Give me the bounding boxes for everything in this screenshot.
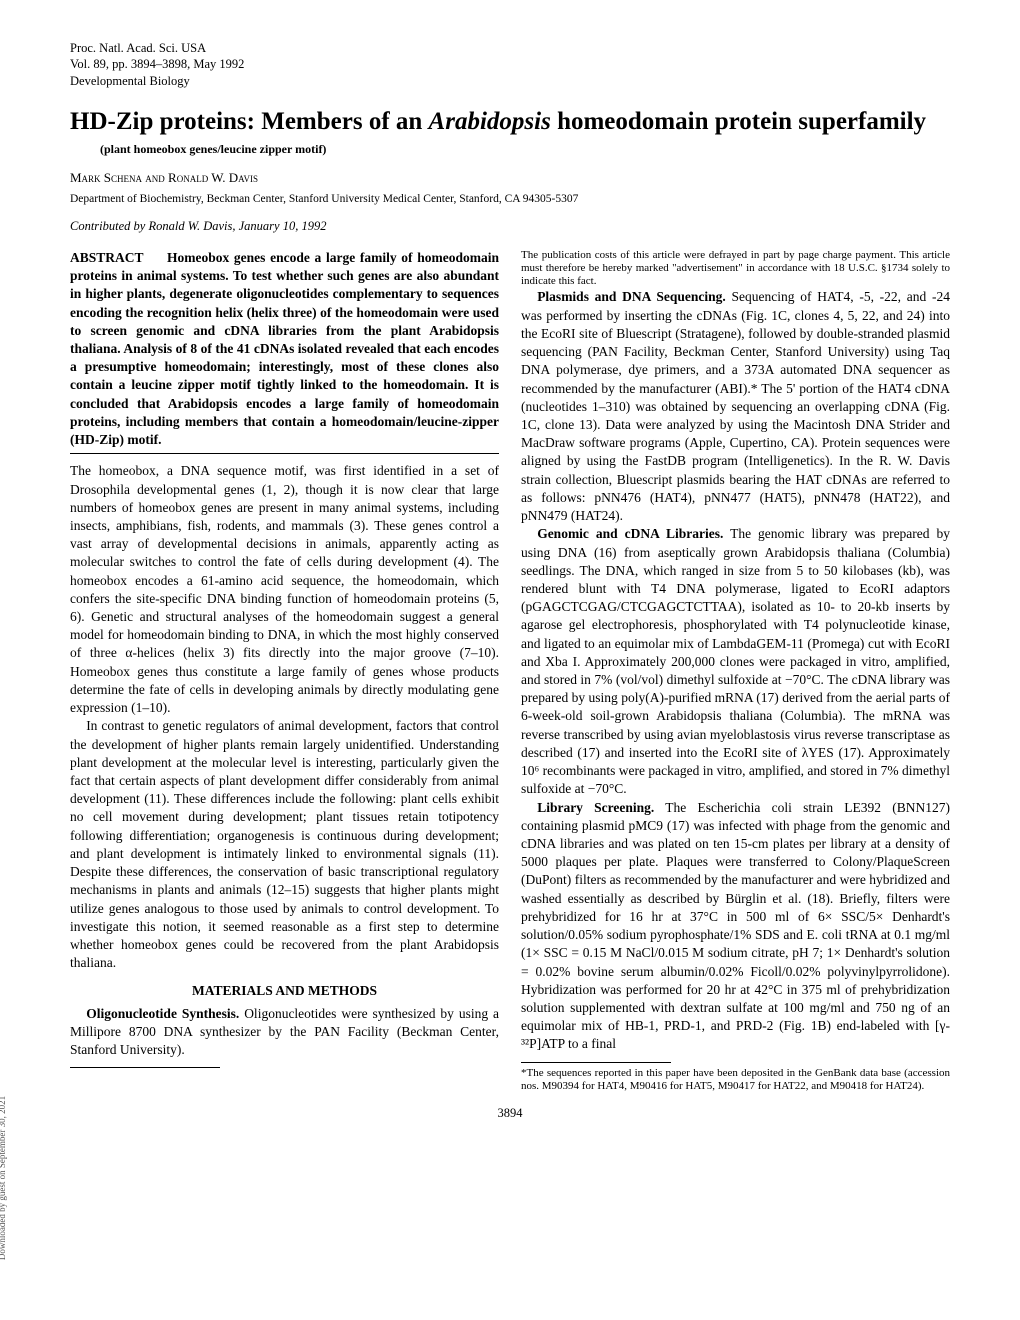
- genomic-label: Genomic and cDNA Libraries.: [537, 526, 723, 541]
- download-stamp: Downloaded by guest on September 30, 202…: [0, 1096, 8, 1260]
- title-part2: homeodomain protein superfamily: [551, 108, 926, 135]
- journal-line3: Developmental Biology: [70, 74, 190, 88]
- authors: Mark Schena and Ronald W. Davis: [70, 169, 950, 187]
- title-part1: HD-Zip proteins: Members of an: [70, 108, 429, 135]
- intro-paragraph-1: The homeobox, a DNA sequence motif, was …: [70, 462, 499, 717]
- library-text: The Escherichia coli strain LE392 (BNN12…: [521, 800, 950, 1052]
- intro-paragraph-2: In contrast to genetic regulators of ani…: [70, 717, 499, 972]
- page-number: 3894: [70, 1105, 950, 1122]
- plasmids-text: Sequencing of HAT4, -5, -22, and -24 was…: [521, 289, 950, 523]
- genomic-text: The genomic library was prepared by usin…: [521, 526, 950, 796]
- article-title: HD-Zip proteins: Members of an Arabidops…: [70, 107, 950, 137]
- library-screening-paragraph: Library Screening. The Escherichia coli …: [521, 799, 950, 1054]
- journal-header: Proc. Natl. Acad. Sci. USA Vol. 89, pp. …: [70, 40, 950, 89]
- plasmids-paragraph: Plasmids and DNA Sequencing. Sequencing …: [521, 288, 950, 525]
- contributed-by: Contributed by Ronald W. Davis, January …: [70, 218, 950, 235]
- journal-line2: Vol. 89, pp. 3894–3898, May 1992: [70, 57, 244, 71]
- footnote-left: The publication costs of this article we…: [521, 249, 950, 289]
- abstract-label: ABSTRACT: [70, 250, 144, 265]
- body-columns: ABSTRACT Homeobox genes encode a large f…: [70, 249, 950, 1093]
- title-italic: Arabidopsis: [429, 108, 551, 135]
- affiliation: Department of Biochemistry, Beckman Cent…: [70, 192, 950, 208]
- abstract-text: Homeobox genes encode a large family of …: [70, 250, 499, 447]
- genomic-paragraph: Genomic and cDNA Libraries. The genomic …: [521, 525, 950, 798]
- abstract-block: ABSTRACT Homeobox genes encode a large f…: [70, 249, 499, 454]
- materials-methods-heading: MATERIALS AND METHODS: [70, 982, 499, 1000]
- oligo-synthesis-paragraph: Oligonucleotide Synthesis. Oligonucleoti…: [70, 1005, 499, 1060]
- library-label: Library Screening.: [537, 800, 654, 815]
- footnote-rule-left: [70, 1067, 220, 1068]
- footnote-rule-right: [521, 1062, 671, 1063]
- footnote-right: *The sequences reported in this paper ha…: [521, 1067, 950, 1093]
- oligo-label: Oligonucleotide Synthesis.: [86, 1006, 239, 1021]
- plasmids-label: Plasmids and DNA Sequencing.: [537, 289, 726, 304]
- journal-line1: Proc. Natl. Acad. Sci. USA: [70, 41, 206, 55]
- subtitle-keywords: (plant homeobox genes/leucine zipper mot…: [100, 141, 950, 157]
